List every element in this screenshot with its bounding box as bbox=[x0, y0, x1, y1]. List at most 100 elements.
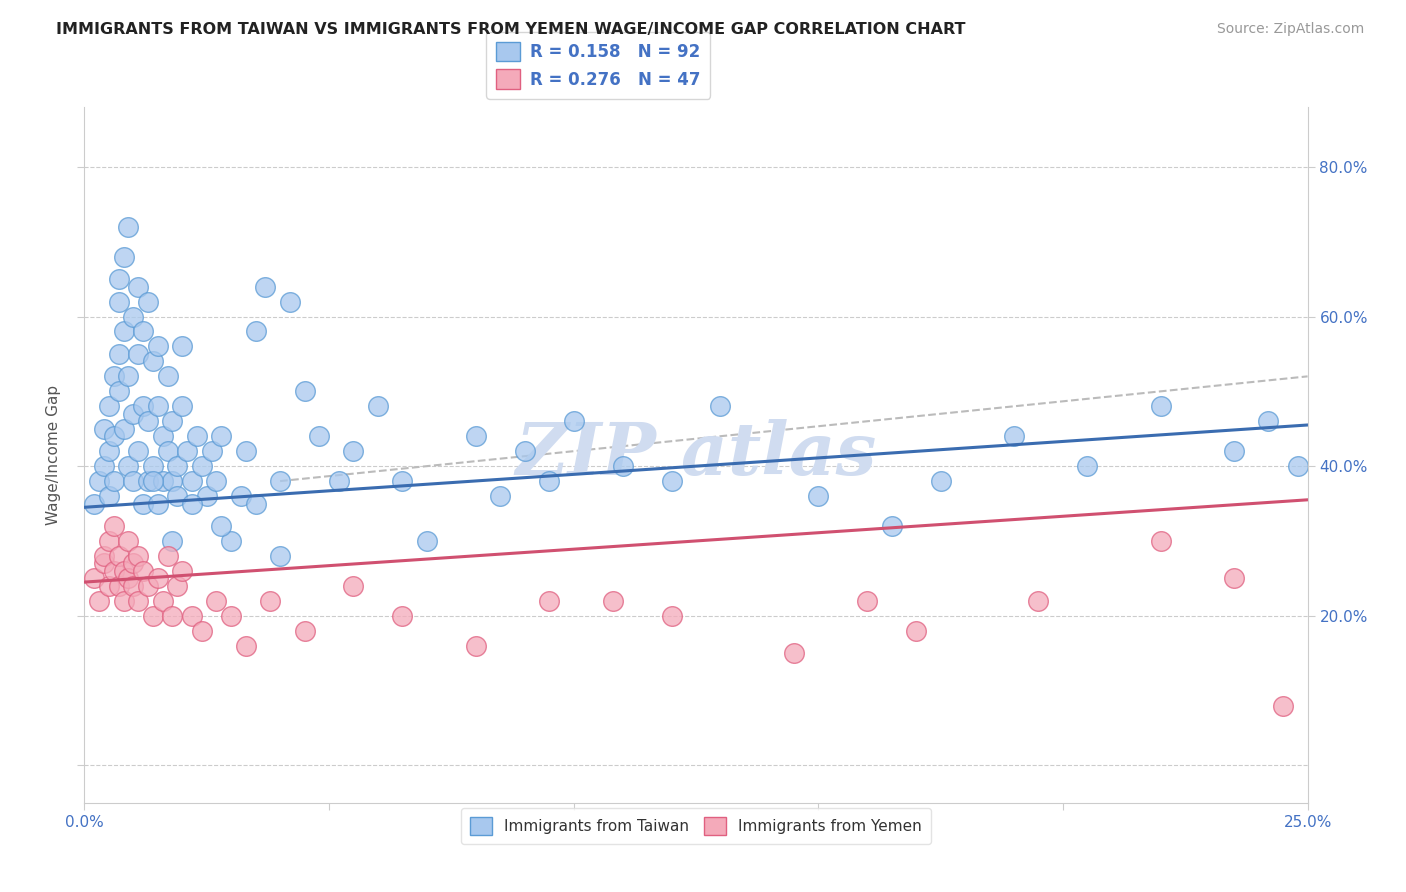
Point bbox=[97, 533, 120, 548]
Point bbox=[783, 646, 806, 660]
Point bbox=[342, 579, 364, 593]
Point bbox=[97, 399, 120, 413]
Point bbox=[200, 444, 222, 458]
Point bbox=[156, 549, 179, 563]
Point bbox=[1150, 533, 1173, 548]
Point bbox=[464, 429, 486, 443]
Point bbox=[136, 294, 159, 309]
Point bbox=[103, 369, 125, 384]
Point bbox=[1272, 698, 1295, 713]
Point bbox=[103, 429, 125, 443]
Point bbox=[146, 399, 169, 413]
Point bbox=[156, 444, 179, 458]
Point bbox=[186, 429, 208, 443]
Point bbox=[294, 624, 316, 638]
Point bbox=[136, 474, 159, 488]
Point bbox=[602, 594, 624, 608]
Point bbox=[308, 429, 330, 443]
Point bbox=[152, 594, 174, 608]
Point bbox=[107, 347, 129, 361]
Point bbox=[254, 279, 277, 293]
Point bbox=[97, 579, 120, 593]
Point bbox=[195, 489, 218, 503]
Point bbox=[152, 474, 174, 488]
Point bbox=[132, 564, 155, 578]
Point bbox=[1002, 429, 1025, 443]
Point bbox=[172, 399, 194, 413]
Point bbox=[103, 519, 125, 533]
Point bbox=[342, 444, 364, 458]
Point bbox=[807, 489, 830, 503]
Point bbox=[1150, 399, 1173, 413]
Point bbox=[612, 459, 634, 474]
Point bbox=[259, 594, 281, 608]
Point bbox=[269, 474, 291, 488]
Point bbox=[562, 414, 585, 428]
Point bbox=[181, 497, 204, 511]
Point bbox=[464, 639, 486, 653]
Point bbox=[122, 310, 145, 324]
Point bbox=[172, 564, 194, 578]
Point bbox=[122, 407, 145, 421]
Point bbox=[278, 294, 301, 309]
Point bbox=[97, 444, 120, 458]
Point bbox=[127, 444, 149, 458]
Point bbox=[107, 549, 129, 563]
Point bbox=[391, 474, 413, 488]
Point bbox=[152, 429, 174, 443]
Point bbox=[127, 594, 149, 608]
Point bbox=[166, 459, 188, 474]
Point bbox=[294, 384, 316, 399]
Point bbox=[97, 489, 120, 503]
Point bbox=[219, 608, 242, 623]
Point bbox=[367, 399, 389, 413]
Text: IMMIGRANTS FROM TAIWAN VS IMMIGRANTS FROM YEMEN WAGE/INCOME GAP CORRELATION CHAR: IMMIGRANTS FROM TAIWAN VS IMMIGRANTS FRO… bbox=[56, 22, 966, 37]
Point bbox=[1286, 459, 1309, 474]
Point bbox=[181, 608, 204, 623]
Point bbox=[127, 549, 149, 563]
Point bbox=[146, 339, 169, 353]
Point bbox=[489, 489, 512, 503]
Point bbox=[103, 474, 125, 488]
Point bbox=[1028, 594, 1050, 608]
Point bbox=[127, 347, 149, 361]
Point bbox=[117, 459, 139, 474]
Point bbox=[103, 564, 125, 578]
Point bbox=[83, 571, 105, 585]
Point bbox=[391, 608, 413, 623]
Point bbox=[856, 594, 879, 608]
Point bbox=[83, 497, 105, 511]
Point bbox=[709, 399, 731, 413]
Point bbox=[107, 384, 129, 399]
Point bbox=[93, 549, 115, 563]
Point bbox=[146, 497, 169, 511]
Point bbox=[142, 608, 165, 623]
Point bbox=[112, 325, 135, 339]
Point bbox=[905, 624, 928, 638]
Point bbox=[93, 557, 115, 571]
Point bbox=[122, 579, 145, 593]
Point bbox=[191, 459, 214, 474]
Text: Source: ZipAtlas.com: Source: ZipAtlas.com bbox=[1216, 22, 1364, 37]
Point bbox=[122, 474, 145, 488]
Point bbox=[205, 594, 228, 608]
Point bbox=[209, 429, 232, 443]
Point bbox=[209, 519, 232, 533]
Legend: Immigrants from Taiwan, Immigrants from Yemen: Immigrants from Taiwan, Immigrants from … bbox=[461, 808, 931, 844]
Point bbox=[87, 474, 110, 488]
Text: ZIP atlas: ZIP atlas bbox=[516, 419, 876, 491]
Point bbox=[132, 399, 155, 413]
Point bbox=[880, 519, 903, 533]
Point bbox=[538, 474, 561, 488]
Point bbox=[87, 594, 110, 608]
Point bbox=[166, 579, 188, 593]
Point bbox=[162, 414, 184, 428]
Point bbox=[142, 459, 165, 474]
Point bbox=[117, 219, 139, 234]
Point bbox=[122, 557, 145, 571]
Point bbox=[142, 474, 165, 488]
Point bbox=[107, 294, 129, 309]
Point bbox=[172, 339, 194, 353]
Point bbox=[245, 325, 267, 339]
Point bbox=[93, 422, 115, 436]
